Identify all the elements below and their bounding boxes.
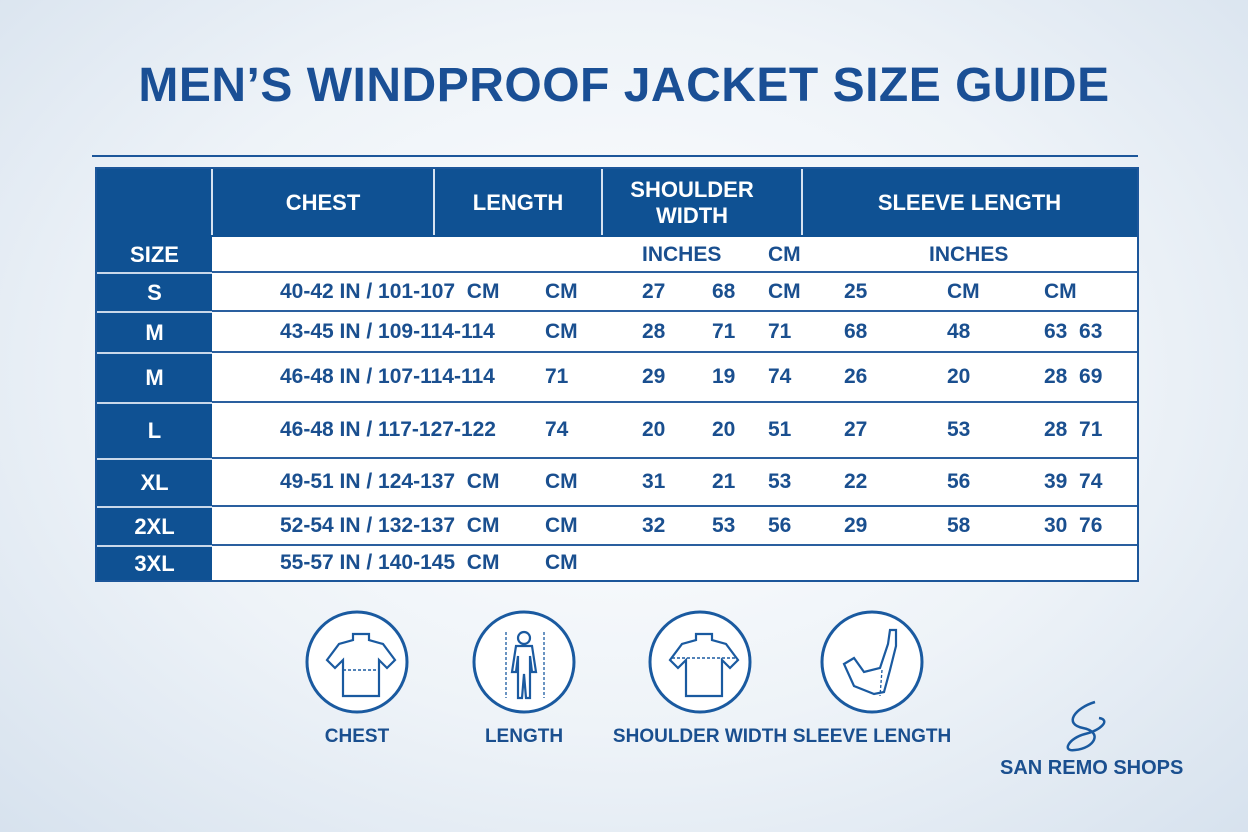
table-cell: 53 — [712, 513, 736, 537]
divider — [211, 169, 213, 235]
subheader-sleeve-inches: INCHES — [929, 242, 1009, 266]
table-cell: CM — [545, 470, 578, 493]
table-cell: 71 — [545, 365, 569, 388]
icon-label: SLEEVE LENGTH — [792, 726, 952, 747]
row-divider — [212, 351, 1137, 353]
size-table: CHEST LENGTH SHOULDER WIDTH SLEEVE LENGT… — [95, 167, 1139, 582]
subheader-shoulder-inches: INCHES — [642, 242, 722, 266]
table-cell: 43-45 IN / 109-114-114 — [280, 319, 495, 343]
header-length: LENGTH — [472, 190, 564, 215]
header-shoulder-width: SHOULDER WIDTH — [630, 177, 754, 228]
table-cell: 28 71 — [1044, 418, 1103, 441]
divider — [601, 169, 603, 235]
table-cell: 26 — [844, 365, 868, 388]
table-cell: CM — [947, 279, 980, 303]
row-divider — [212, 401, 1137, 403]
table-cell: 20 — [642, 418, 666, 441]
icon-label: LENGTH — [484, 726, 564, 747]
table-cell: CM — [545, 279, 578, 303]
table-cell: 40-42 IN / 101-107 CM — [280, 279, 500, 303]
size-column — [97, 237, 212, 580]
table-cell: 29 — [642, 365, 666, 388]
brand-logo-icon — [1066, 700, 1106, 752]
table-cell: 63 63 — [1044, 319, 1103, 343]
header-chest: CHEST — [285, 190, 361, 215]
table-cell: 46-48 IN / 107-114-114 — [280, 365, 495, 388]
table-cell: 53 — [768, 470, 792, 493]
table-cell: CM — [768, 279, 801, 303]
table-cell: 71 — [712, 319, 736, 343]
size-cell: 2XL — [97, 506, 212, 545]
table-cell: 30 76 — [1044, 513, 1103, 537]
table-cell: 49-51 IN / 124-137 CM — [280, 470, 500, 493]
arm-sleeve-icon — [820, 610, 924, 714]
table-cell: CM — [1044, 279, 1077, 303]
row-divider — [212, 271, 1137, 273]
table-cell: 56 — [947, 470, 971, 493]
table-cell: 39 74 — [1044, 470, 1103, 493]
size-cell: M — [97, 352, 212, 402]
table-cell: 20 — [947, 365, 971, 388]
row-divider — [212, 505, 1137, 507]
table-cell: 19 — [712, 365, 736, 388]
row-divider — [212, 310, 1137, 312]
table-cell: CM — [545, 319, 578, 343]
table-cell: 28 — [642, 319, 666, 343]
header-sleeve-length: SLEEVE LENGTH — [877, 190, 1062, 215]
table-cell: 48 — [947, 319, 971, 343]
size-cell: L — [97, 402, 212, 458]
table-cell: 68 — [844, 319, 868, 343]
size-cell: M — [97, 311, 212, 352]
table-cell: 20 — [712, 418, 736, 441]
size-label: SIZE — [130, 241, 179, 267]
divider — [433, 169, 435, 235]
table-cell: CM — [545, 550, 578, 574]
size-cell: 3XL — [97, 545, 212, 580]
size-cell: S — [97, 272, 212, 311]
table-cell: 25 — [844, 279, 868, 303]
table-cell: 55-57 IN / 140-145 CM — [280, 550, 500, 574]
body-length-icon — [472, 610, 576, 714]
divider — [801, 169, 803, 235]
table-cell: 53 — [947, 418, 971, 441]
table-cell: 46-48 IN / 117-127-122 — [280, 418, 496, 441]
shirt-chest-icon — [305, 610, 409, 714]
icon-label: CHEST — [324, 726, 390, 747]
table-cell: 68 — [712, 279, 736, 303]
table-cell: 74 — [545, 418, 569, 441]
row-divider — [212, 457, 1137, 459]
table-cell: 27 — [642, 279, 666, 303]
table-cell: 58 — [947, 513, 971, 537]
brand-name: SAN REMO SHOPS — [1000, 757, 1184, 779]
table-cell: CM — [545, 513, 578, 537]
subheader-shoulder-cm: CM — [768, 242, 801, 266]
table-cell: 71 — [768, 319, 792, 343]
table-cell: 32 — [642, 513, 666, 537]
table-cell: 28 69 — [1044, 365, 1103, 388]
page-title: MEN’S WINDPROOF JACKET SIZE GUIDE — [138, 59, 1110, 112]
shirt-shoulder-icon — [648, 610, 752, 714]
table-cell: 51 — [768, 418, 792, 441]
table-cell: 56 — [768, 513, 792, 537]
table-cell: 27 — [844, 418, 868, 441]
icon-label: SHOULDER WIDTH — [612, 726, 788, 747]
divider — [92, 155, 1138, 157]
table-cell: 29 — [844, 513, 868, 537]
table-cell: 52-54 IN / 132-137 CM — [280, 513, 500, 537]
table-header: CHEST LENGTH SHOULDER WIDTH SLEEVE LENGT… — [97, 169, 1137, 237]
table-cell: 22 — [844, 470, 868, 493]
table-cell: 21 — [712, 470, 736, 493]
table-cell: 31 — [642, 470, 666, 493]
row-divider — [212, 544, 1137, 546]
table-cell: 74 — [768, 365, 792, 388]
size-cell: XL — [97, 458, 212, 506]
